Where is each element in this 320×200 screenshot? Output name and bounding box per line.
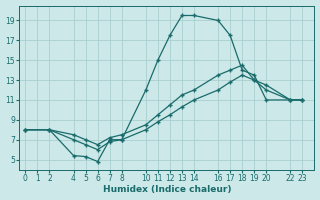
X-axis label: Humidex (Indice chaleur): Humidex (Indice chaleur) <box>103 185 231 194</box>
